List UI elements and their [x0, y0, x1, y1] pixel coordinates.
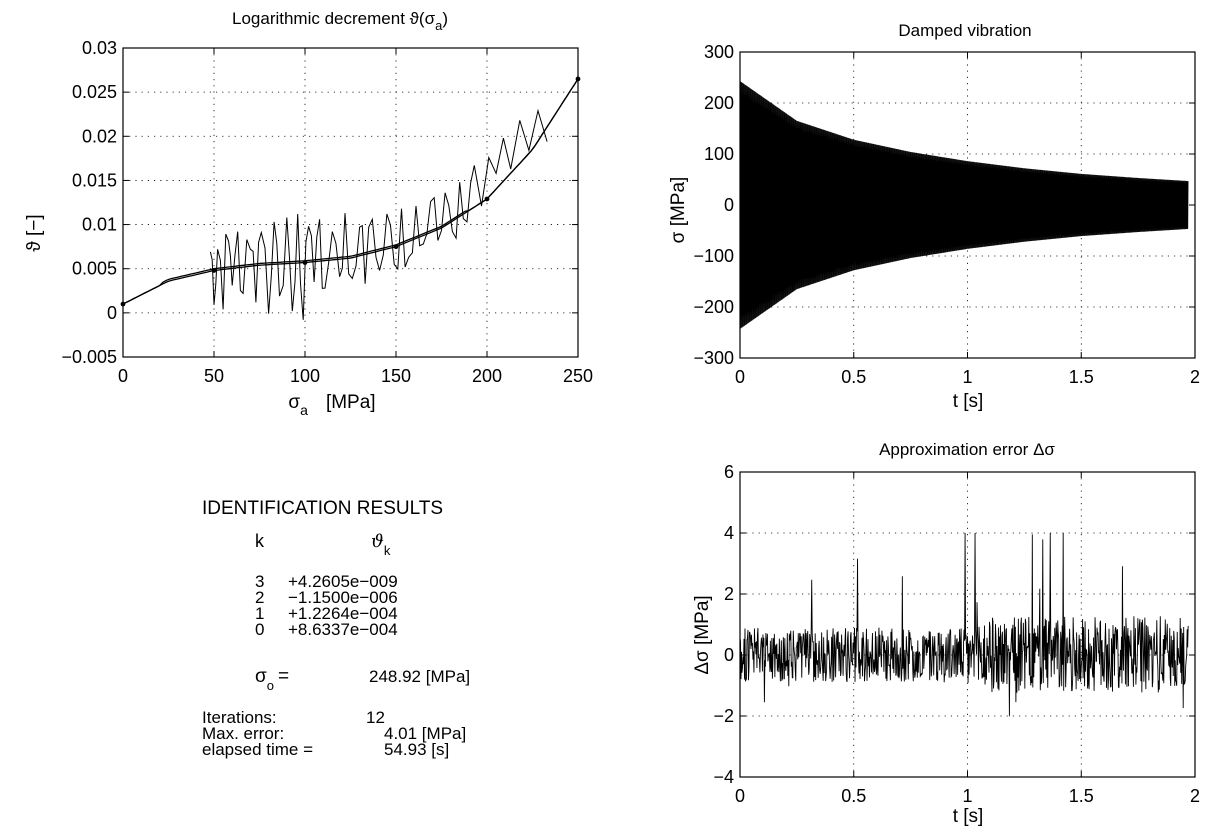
decrement-xtick-label: 50 [204, 366, 224, 386]
decrement-xlabel: σa [MPa] [288, 392, 375, 418]
vibration-series [740, 81, 1188, 329]
vibration-ytick-label: 100 [704, 144, 734, 164]
results-heading: IDENTIFICATION RESULTS [202, 500, 443, 517]
results-col-theta: ϑk [371, 533, 390, 551]
decrement-fit-line [123, 79, 578, 304]
error-xtick-label: 1 [962, 786, 972, 806]
vibration-xlabel: t [s] [953, 391, 984, 412]
error-ytick-label: −2 [713, 706, 734, 726]
decrement-chart: Logarithmic decrement ϑ(σa) 0 50 100 150 200… [24, 9, 593, 418]
decrement-ytick-label: 0.02 [82, 126, 117, 146]
decrement-xtick-label: 0 [118, 366, 128, 386]
error-xlabel: t [s] [953, 806, 984, 827]
error-ylabel: Δσ [MPa] [692, 595, 713, 674]
decrement-xtick-label: 250 [563, 366, 593, 386]
error-ytick-label: 2 [724, 584, 734, 604]
decrement-ytick-label: −0.005 [61, 347, 117, 367]
vibration-ytick-label: −300 [693, 348, 734, 368]
decrement-fit-line [123, 79, 578, 304]
error-ytick-label: 4 [724, 523, 734, 543]
vibration-ytick-label: 300 [704, 42, 734, 62]
decrement-grid [123, 48, 578, 357]
results-row: 0 +8.6337e−004 [255, 621, 398, 638]
vibration-xtick-label: 0.5 [841, 367, 866, 387]
decrement-fit-point [394, 244, 399, 249]
decrement-ytick-label: 0.015 [72, 170, 117, 190]
error-chart: Approximation error Δσ 0 0.5 1 1.5 2 −4 −2 0 2 4 6… [692, 440, 1200, 827]
vibration-ytick-label: 200 [704, 93, 734, 113]
vibration-ytick-label: −100 [693, 246, 734, 266]
decrement-ticks: 0 50 100 150 200 250−0.00500.0050.010.0150.02… [61, 38, 593, 386]
error-series [740, 533, 1188, 716]
decrement-series [121, 77, 581, 320]
decrement-ytick-label: 0.005 [72, 259, 117, 279]
decrement-ytick-label: 0 [107, 303, 117, 323]
results-sigma-value: 248.92 [MPa] [369, 668, 470, 685]
vibration-chart: Damped vibration 0 0.5 1 1.5 2 −300 −200 −100 0 1… [668, 21, 1200, 412]
error-ytick-label: 0 [724, 645, 734, 665]
error-axes-box [740, 472, 1195, 777]
decrement-xtick-label: 150 [381, 366, 411, 386]
decrement-fit-point [303, 260, 308, 265]
decrement-ytick-label: 0.03 [82, 38, 117, 58]
decrement-chart-title: Logarithmic decrement ϑ(σa) [232, 9, 448, 33]
error-grid [740, 472, 1195, 777]
error-xtick-label: 0.5 [841, 786, 866, 806]
decrement-ylabel: ϑ [−] [24, 214, 45, 251]
error-xtick-label: 0 [735, 786, 745, 806]
decrement-ytick-label: 0.025 [72, 82, 117, 102]
vibration-chart-title: Damped vibration [898, 21, 1031, 40]
decrement-ytick-label: 0.01 [82, 215, 117, 235]
error-chart-title: Approximation error Δσ [879, 440, 1055, 459]
error-ticks: 0 0.5 1 1.5 2 −4 −2 0 2 4 6 [713, 462, 1200, 806]
vibration-xtick-label: 2 [1190, 367, 1200, 387]
vibration-ytick-label: 0 [724, 195, 734, 215]
results-elapsed-label: elapsed time = [202, 741, 313, 758]
decrement-xtick-label: 200 [472, 366, 502, 386]
vibration-signal-line [740, 81, 1188, 329]
results-sigma-label: σo = [255, 668, 289, 686]
vibration-xtick-label: 1.5 [1069, 367, 1094, 387]
results-col-k: k [255, 533, 264, 550]
vibration-xtick-label: 1 [962, 367, 972, 387]
results-iterations-value: 12 [366, 709, 385, 726]
decrement-axes-box [123, 48, 578, 357]
error-xtick-label: 2 [1190, 786, 1200, 806]
error-signal-line [740, 533, 1188, 716]
decrement-fit-point [212, 268, 217, 273]
vibration-ylabel: σ [MPa] [668, 177, 689, 244]
error-ytick-label: 6 [724, 462, 734, 482]
results-elapsed-value: 54.93 [s] [384, 741, 449, 758]
decrement-xtick-label: 100 [290, 366, 320, 386]
decrement-fit-point [485, 197, 490, 202]
error-xtick-label: 1.5 [1069, 786, 1094, 806]
vibration-xtick-label: 0 [735, 367, 745, 387]
error-ytick-label: −4 [713, 767, 734, 787]
vibration-ytick-label: −200 [693, 297, 734, 317]
decrement-measured-line [210, 111, 547, 320]
